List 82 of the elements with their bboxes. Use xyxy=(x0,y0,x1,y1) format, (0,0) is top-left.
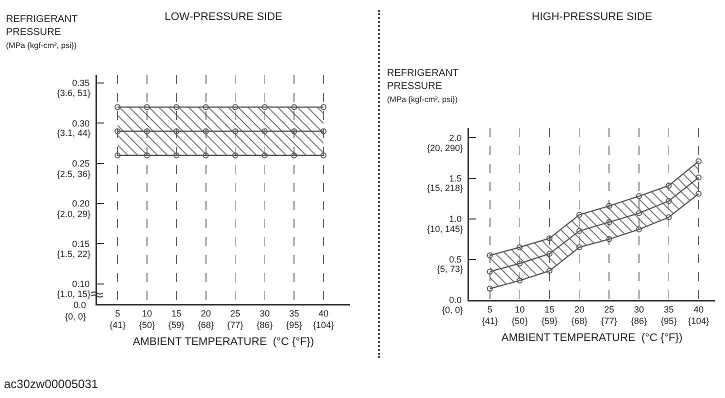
point xyxy=(636,226,642,232)
point xyxy=(486,252,493,258)
y-axis-title: REFRIGERANT PRESSURE (MPa {kgf-cm², psi}) xyxy=(6,14,78,50)
text: {15, 218} xyxy=(427,183,464,193)
y-tick-label: 0.30 xyxy=(72,118,90,128)
point xyxy=(114,104,121,110)
point xyxy=(202,152,209,158)
text: 0.0 {0, 0} xyxy=(65,300,86,322)
point xyxy=(486,286,493,292)
point xyxy=(486,268,493,275)
point xyxy=(144,128,150,134)
text: {5, 73} xyxy=(437,264,464,274)
point xyxy=(606,236,612,242)
x-tick-label: 5 {41} xyxy=(482,304,498,326)
y-tick-label: 0.0 xyxy=(449,295,462,306)
x-tick-label: 20 {68} xyxy=(198,308,214,330)
text: {0, 0} xyxy=(442,305,464,315)
point xyxy=(202,128,209,134)
y-tick-label: 0.10 xyxy=(72,279,90,290)
point xyxy=(696,190,702,197)
x-tick-label: 10 {50} xyxy=(138,308,156,330)
point xyxy=(546,250,553,257)
x-axis-title: AMBIENT TEMPERATURE (°C {°F}) xyxy=(501,332,683,344)
x-tick-label: 30 {86} xyxy=(630,304,647,326)
point xyxy=(262,152,268,158)
point xyxy=(291,128,298,134)
x-tick-label: 30 {86} xyxy=(256,308,273,330)
x-tick-label: 35 {95} xyxy=(286,308,302,330)
y-tick-label: 0.5 xyxy=(449,254,462,265)
point xyxy=(320,152,327,158)
x-tick-label: 40 {104} xyxy=(313,308,334,330)
x-tick-label: 20 {68} xyxy=(571,304,588,326)
point xyxy=(320,104,327,110)
text: {2.0, 29} xyxy=(57,209,91,219)
x-tick-label: 5 {41} xyxy=(110,308,126,330)
y-tick-label: 0.15 xyxy=(72,238,90,249)
y-tick-label: 0.35 xyxy=(72,78,90,88)
point xyxy=(666,198,672,204)
text: {1.5, 22} xyxy=(57,249,91,259)
x-axis-title: AMBIENT TEMPERATURE (°C {°F}) xyxy=(132,336,314,348)
y-tick-label: 0.20 xyxy=(72,198,90,209)
text: {2.5, 36} xyxy=(57,169,91,179)
point xyxy=(173,152,180,158)
point xyxy=(606,219,612,226)
y-tick-label: 1.0 xyxy=(449,214,462,224)
x-tick-label: 25 {77} xyxy=(227,308,244,330)
y-axis-title: REFRIGERANT PRESSURE (MPa {kgf-cm², psi}) xyxy=(387,68,459,104)
point xyxy=(114,128,121,134)
chart-title: HIGH-PRESSURE SIDE xyxy=(532,10,652,23)
point xyxy=(696,158,702,164)
point xyxy=(576,244,582,250)
point xyxy=(666,214,672,220)
x-tick-label: 10 {50} xyxy=(512,304,528,326)
text: {3.1, 44} xyxy=(57,128,91,138)
point xyxy=(576,228,582,234)
text: {20, 290} xyxy=(427,143,464,153)
y-tick-label: 2.0 xyxy=(449,132,462,143)
text: ac30zw00005031 xyxy=(4,377,98,391)
point xyxy=(546,268,553,274)
point xyxy=(232,128,238,134)
x-tick-label: 40 {104} xyxy=(688,304,710,326)
y-tick-label: 1.5 xyxy=(449,173,462,184)
text: {3.6, 51} xyxy=(57,88,91,98)
point xyxy=(696,174,702,180)
point xyxy=(291,152,298,158)
x-tick-label: 15 {59} xyxy=(168,308,184,330)
point xyxy=(173,128,180,134)
point xyxy=(320,128,327,134)
y-tick-label: 0.25 xyxy=(72,158,90,169)
point xyxy=(114,152,121,158)
point xyxy=(232,152,238,158)
x-tick-label: 15 {59} xyxy=(541,304,558,326)
point xyxy=(636,210,642,216)
chart-title: LOW-PRESSURE SIDE xyxy=(164,10,282,23)
point xyxy=(516,260,523,266)
point xyxy=(144,152,150,158)
x-tick-label: 35 {95} xyxy=(660,304,677,326)
point xyxy=(516,278,523,284)
point xyxy=(262,128,268,134)
x-tick-label: 25 {77} xyxy=(601,304,618,326)
text: {1.0, 15} xyxy=(57,289,91,299)
text: {10, 145} xyxy=(427,224,464,234)
